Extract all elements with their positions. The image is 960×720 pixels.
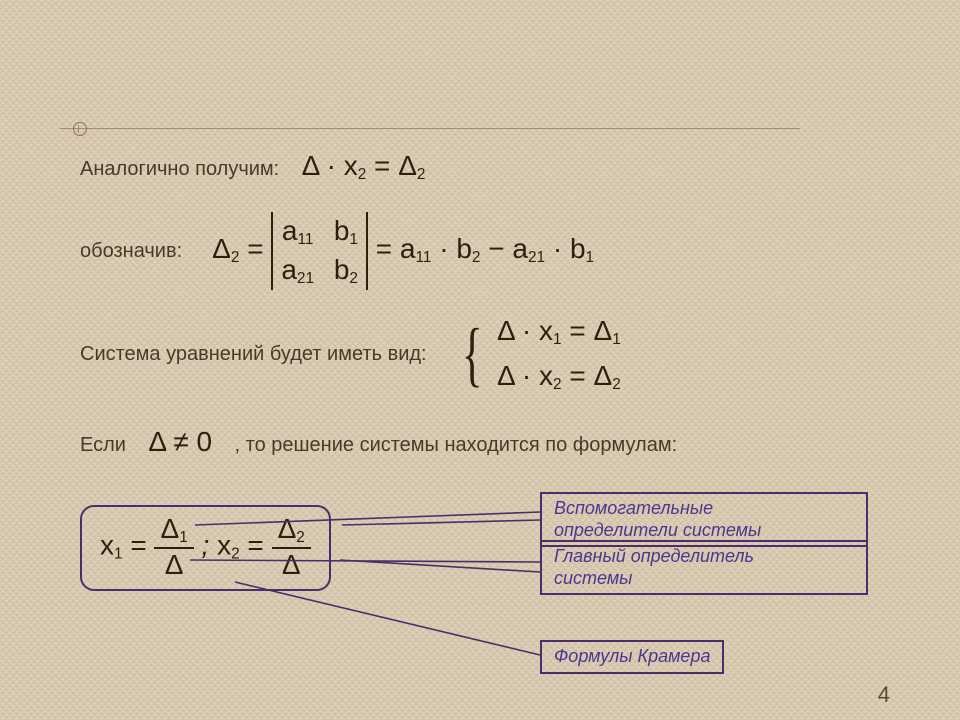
header-line xyxy=(60,128,800,129)
line2-text: обозначив: xyxy=(80,240,182,263)
slide-content: Аналогично получим: Δ · x2 = Δ2 обозначи… xyxy=(80,150,900,466)
header-dot xyxy=(73,122,87,136)
fraction-1: Δ1 Δ xyxy=(154,515,193,579)
cramer-formula-box: x1 = Δ1 Δ ; x2 = Δ2 Δ xyxy=(80,505,331,591)
page-number: 4 xyxy=(878,682,890,708)
brace-icon: { xyxy=(462,318,483,390)
line3-text: Система уравнений будет иметь вид: xyxy=(80,343,427,366)
line4-post: , то решение системы находится по формул… xyxy=(235,434,678,456)
line4-cond: Δ ≠ 0 xyxy=(148,426,212,457)
line4-pre: Если xyxy=(80,434,126,456)
header-tick xyxy=(78,125,79,133)
determinant: a11 a21 b1 b2 xyxy=(271,212,368,289)
line2-formula: Δ2 = a11 a21 b1 b2 = a11 · b2 − a21 · b1 xyxy=(212,212,594,289)
callout-cramer: Формулы Крамера xyxy=(540,640,724,674)
fraction-2: Δ2 Δ xyxy=(272,515,311,579)
line1-formula: Δ · x2 = Δ2 xyxy=(302,150,426,181)
callout-aux: Вспомогательные определители системы xyxy=(540,492,868,547)
line1-text: Аналогично получим: xyxy=(80,158,279,180)
system-equations: { Δ · x1 = Δ1 Δ · x2 = Δ2 xyxy=(455,309,621,399)
callout-main: Главный определитель системы xyxy=(540,540,868,595)
